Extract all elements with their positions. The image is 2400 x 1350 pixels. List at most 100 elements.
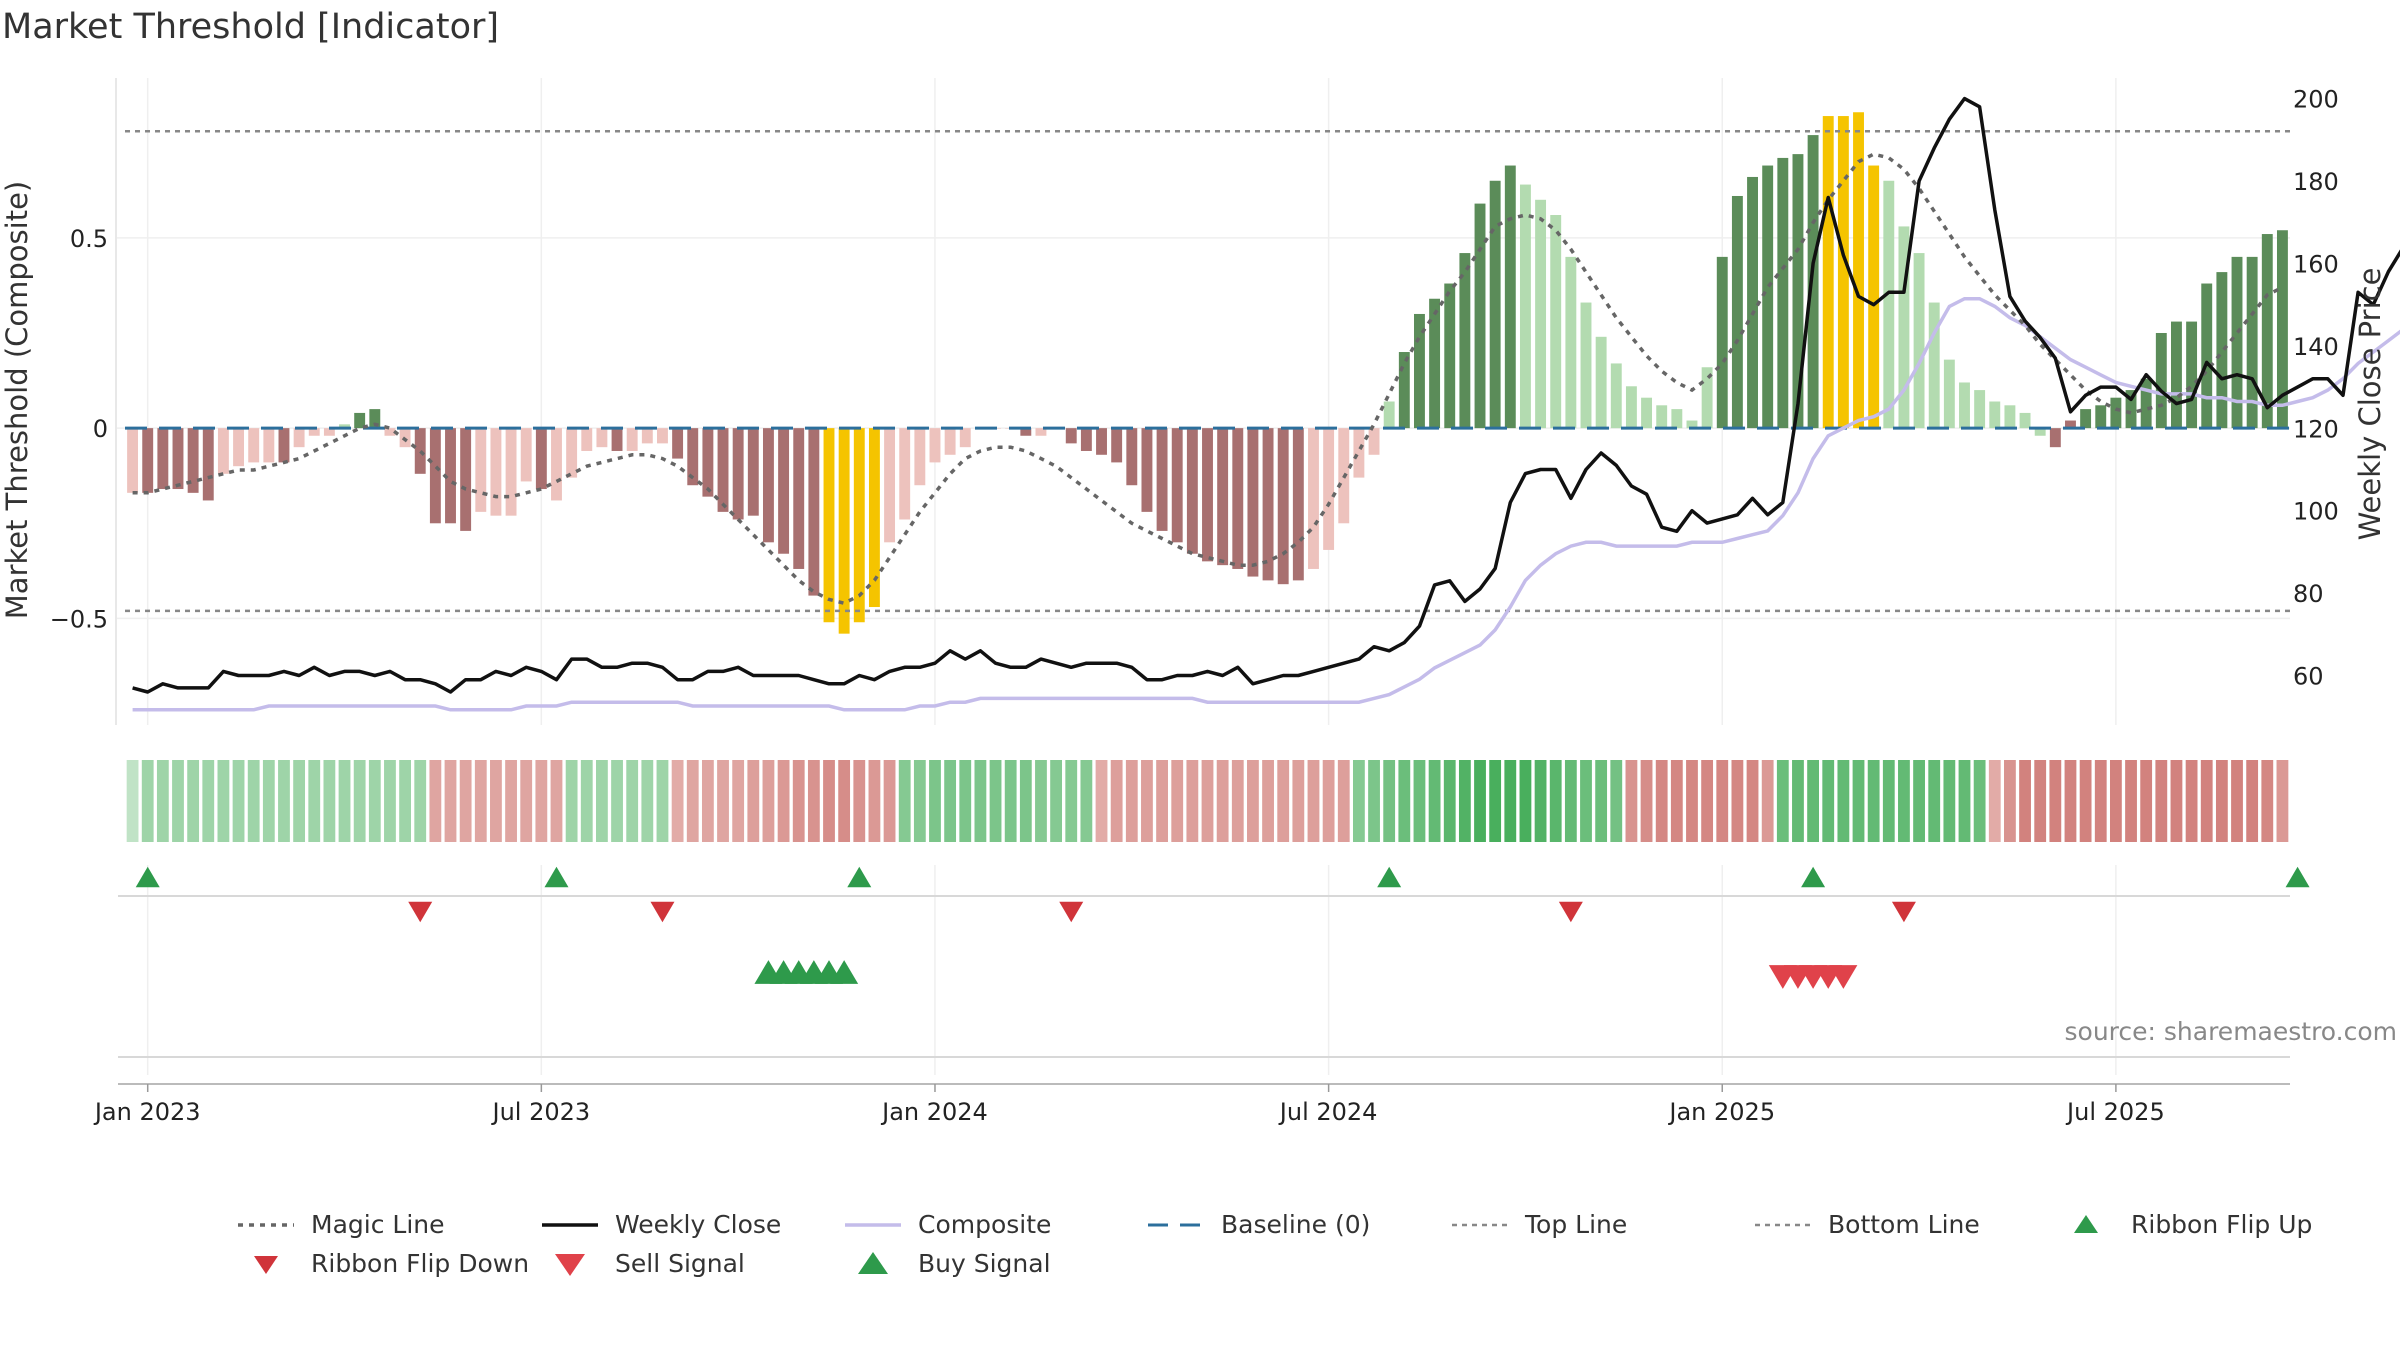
- composite-bar: [1625, 386, 1637, 429]
- ribbon-cell: [2261, 760, 2274, 842]
- ribbon-cell: [1383, 760, 1396, 842]
- composite-bar: [1580, 302, 1592, 429]
- composite-bar: [1383, 401, 1395, 429]
- legend-label: Top Line: [1524, 1210, 1627, 1239]
- ribbon-cell: [520, 760, 533, 842]
- ribbon-cell: [1292, 760, 1305, 842]
- legend-item: Magic Line: [238, 1210, 445, 1239]
- composite-bar: [429, 428, 441, 524]
- buy-signal-marker: [830, 960, 859, 984]
- composite-bar: [1641, 397, 1653, 429]
- ribbon-flip-up-marker: [135, 866, 160, 888]
- right-tick-label: 80: [2293, 580, 2324, 608]
- composite-bar: [293, 428, 305, 448]
- composite-bar: [1595, 336, 1607, 429]
- ribbon-cell: [2109, 760, 2122, 842]
- ribbon-flip-up-marker: [1377, 866, 1402, 888]
- composite-bar: [1913, 253, 1925, 429]
- composite-bar: [1111, 428, 1123, 463]
- right-tick-label: 140: [2293, 333, 2339, 361]
- ribbon-cell: [1504, 760, 1517, 842]
- ribbon-cell: [747, 760, 760, 842]
- composite-bar: [808, 428, 820, 596]
- ribbon-cell: [1564, 760, 1577, 842]
- composite-bar: [1080, 428, 1092, 451]
- composite-bar: [1504, 165, 1516, 429]
- ribbon-cell: [2064, 760, 2077, 842]
- ribbon-cell: [1141, 760, 1153, 842]
- ribbon-cell: [2034, 760, 2047, 842]
- ribbon-cell: [883, 760, 896, 842]
- ribbon-cell: [1065, 760, 1078, 842]
- ribbon-cell: [2079, 760, 2092, 842]
- gridlines: [117, 78, 2290, 1075]
- ribbon-cell: [989, 760, 1002, 842]
- ribbon-cell: [308, 760, 321, 842]
- composite-bar: [263, 428, 275, 463]
- ribbon-cell: [1519, 760, 1532, 842]
- ribbon-cell: [929, 760, 941, 842]
- ribbon-cell: [2019, 760, 2031, 842]
- ribbon-flip-up-marker: [847, 866, 872, 888]
- composite-bar: [1853, 112, 1864, 429]
- x-tick-label: Jan 2025: [1667, 1098, 1775, 1126]
- composite-bar: [1368, 428, 1380, 455]
- composite-bar: [1550, 215, 1562, 429]
- ribbon-cell: [1489, 760, 1502, 842]
- composite-bar: [2004, 405, 2016, 429]
- composite-bar: [1883, 180, 1895, 429]
- ribbon-cell: [399, 760, 411, 842]
- legend: Magic Line Weekly Close Composite Baseline …: [238, 1210, 2312, 1278]
- composite-bar: [1868, 165, 1880, 429]
- ribbon-cell: [550, 760, 563, 842]
- composite-bar: [1822, 116, 1834, 429]
- ribbon-cell: [565, 760, 578, 842]
- legend-swatch-buy: [858, 1252, 888, 1274]
- composite-bar: [1262, 428, 1274, 581]
- ribbon-cell: [1837, 760, 1850, 842]
- composite-bar: [505, 428, 517, 516]
- composite-bar: [1928, 302, 1940, 429]
- ribbon-cell: [868, 760, 881, 842]
- ribbon-cell: [338, 760, 351, 842]
- composite-bar: [1701, 367, 1713, 429]
- ribbon-cell: [777, 760, 790, 842]
- composite-bar: [2140, 378, 2152, 429]
- composite-bar: [1232, 428, 1244, 569]
- composite-bar: [2019, 412, 2031, 429]
- legend-label: Ribbon Flip Up: [2131, 1210, 2312, 1239]
- ribbon-cell: [762, 760, 775, 842]
- ribbon-cell: [1474, 760, 1486, 842]
- legend-label: Ribbon Flip Down: [311, 1249, 529, 1278]
- ribbon-cell: [1958, 760, 1971, 842]
- ribbon-cell: [2049, 760, 2062, 842]
- composite-bar: [1519, 184, 1531, 429]
- ribbon-cell: [974, 760, 987, 842]
- ribbon-cell: [126, 760, 139, 842]
- right-tick-label: 180: [2293, 168, 2339, 196]
- composite-bar: [1747, 176, 1758, 429]
- composite-bar: [1716, 256, 1728, 429]
- ribbon-cell: [2246, 760, 2259, 842]
- composite-bar: [914, 428, 926, 486]
- ribbon-flip-down-marker: [1059, 901, 1084, 923]
- composite-bar: [2201, 283, 2213, 429]
- ribbon-cell: [217, 760, 230, 842]
- legend-swatch-sell: [555, 1254, 585, 1276]
- ribbon-cell: [1231, 760, 1244, 842]
- ribbon-cell: [2215, 760, 2228, 842]
- legend-item: Buy Signal: [858, 1249, 1051, 1278]
- left-tick-label: 0.5: [70, 225, 108, 253]
- composite-bar: [641, 428, 653, 444]
- legend-label: Bottom Line: [1828, 1210, 1980, 1239]
- ribbon-cell: [1428, 760, 1441, 842]
- ribbon-cell: [1322, 760, 1335, 842]
- ribbon-cell: [2200, 760, 2213, 842]
- composite-bar: [2049, 428, 2061, 448]
- ribbon-cell: [853, 760, 866, 842]
- composite-bar: [1414, 313, 1425, 429]
- ribbon-flip-down-marker: [1891, 901, 1916, 923]
- right-tick-label: 120: [2293, 415, 2339, 443]
- legend-item: Composite: [845, 1210, 1051, 1239]
- composite-bar: [384, 428, 396, 436]
